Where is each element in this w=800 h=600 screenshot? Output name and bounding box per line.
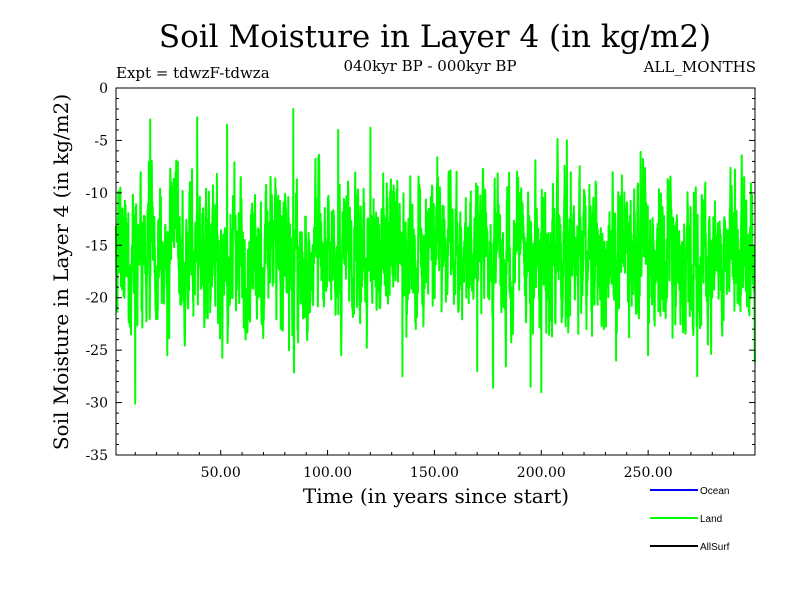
y-tick-label: -15 bbox=[85, 238, 108, 254]
x-tick-label: 50.00 bbox=[201, 465, 241, 481]
y-tick-label: -5 bbox=[94, 133, 108, 149]
chart-title: Soil Moisture in Layer 4 (in kg/m2) bbox=[159, 19, 711, 55]
y-tick-label: 0 bbox=[99, 81, 108, 97]
y-axis-label: Soil Moisture in Layer 4 (in kg/m2) bbox=[49, 94, 73, 450]
plot-frame bbox=[115, 87, 756, 456]
y-tick-label: -35 bbox=[85, 448, 108, 464]
x-axis-ticks: 50.00 100.00 150.00 200.00 250.00 bbox=[134, 450, 735, 481]
x-tick-label: 250.00 bbox=[624, 465, 673, 481]
x-tick-label: 100.00 bbox=[303, 465, 352, 481]
x-tick-label: 150.00 bbox=[410, 465, 459, 481]
period-label: 040kyr BP - 000kyr BP bbox=[343, 57, 516, 75]
experiment-label: Expt = tdwzF-tdwza bbox=[116, 64, 270, 82]
y-tick-label: -30 bbox=[85, 396, 108, 412]
x-axis-label: Time (in years since start) bbox=[303, 484, 569, 508]
plot-series bbox=[115, 108, 756, 405]
x-tick-label: 200.00 bbox=[517, 465, 566, 481]
legend-label-ocean: Ocean bbox=[700, 486, 729, 497]
legend: Ocean Land AllSurf bbox=[650, 486, 730, 553]
y-tick-label: -10 bbox=[85, 186, 108, 202]
legend-label-land: Land bbox=[700, 514, 722, 525]
y-tick-label: -25 bbox=[85, 343, 108, 359]
series-line-land bbox=[115, 108, 756, 405]
y-tick-label: -20 bbox=[85, 291, 108, 307]
legend-label-allsurf: AllSurf bbox=[700, 542, 730, 553]
months-label: ALL_MONTHS bbox=[643, 58, 756, 76]
